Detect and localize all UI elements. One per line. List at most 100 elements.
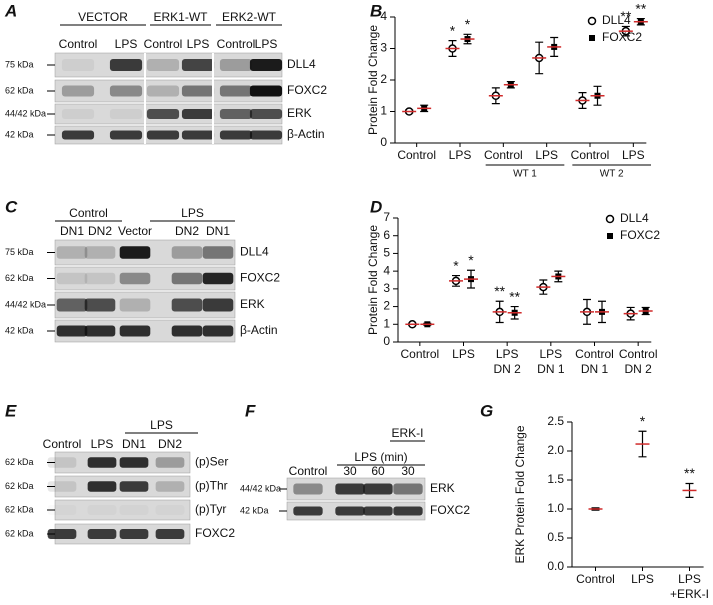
blot-band	[363, 506, 393, 516]
blot-band	[146, 85, 180, 97]
blot-band	[156, 505, 185, 515]
kda-label: 44/42 kDa	[240, 483, 281, 493]
significance: *	[468, 252, 474, 268]
group-label: WT 1	[513, 169, 537, 180]
blot-header: LPS	[150, 418, 173, 432]
blot-band	[56, 298, 88, 312]
y-axis-label: ERK Protein Fold Change	[513, 425, 527, 563]
protein-label: DLL4	[240, 245, 269, 259]
legend-label: FOXC2	[620, 228, 660, 242]
y-tick-label: 2	[383, 299, 390, 313]
blot-band	[146, 130, 180, 140]
blot-band	[249, 130, 283, 140]
x-tick-label: LPS	[452, 347, 475, 361]
legend-marker	[589, 35, 595, 41]
blot-band	[87, 529, 117, 539]
blot-band	[119, 481, 149, 492]
lane-label: DN2	[88, 224, 112, 238]
y-tick-label: 2	[380, 72, 387, 86]
blot-band	[335, 483, 365, 495]
blot-band	[219, 130, 253, 140]
kda-label: 42 kDa	[5, 325, 34, 335]
kda-label: 42 kDa	[240, 505, 269, 515]
protein-label: FOXC2	[240, 271, 280, 285]
blot-band	[155, 481, 185, 492]
x-sublabel: +ERK-I	[670, 587, 709, 601]
lane-label: DN1	[206, 224, 230, 238]
x-tick-label: LPS	[622, 148, 645, 162]
x-sublabel: DN 1	[537, 362, 565, 376]
y-tick-label: 3	[383, 281, 390, 295]
panel-letter: G	[480, 401, 493, 420]
protein-label: FOXC2	[430, 503, 470, 517]
blot-band	[219, 85, 253, 97]
x-tick-label: Control	[484, 148, 523, 162]
significance: *	[450, 22, 456, 38]
blot-band	[293, 506, 323, 516]
blot-band	[293, 483, 323, 495]
y-axis-label: Protein Fold Change	[366, 225, 380, 335]
blot-band	[84, 246, 116, 259]
blot-band	[219, 109, 253, 119]
blot-band	[119, 457, 149, 468]
panel-letter: C	[5, 197, 18, 216]
protein-label: β-Actin	[287, 127, 325, 141]
y-tick-label: 0.0	[547, 559, 564, 573]
blot-band	[181, 109, 215, 119]
y-tick-label: 1.0	[547, 501, 564, 515]
blot-strip	[54, 52, 283, 78]
lane-label: Vector	[118, 224, 152, 238]
protein-label: FOXC2	[195, 526, 235, 540]
blot-band	[119, 246, 151, 259]
panel-letter: F	[245, 401, 256, 420]
significance: **	[620, 8, 631, 24]
blot-band	[155, 457, 185, 468]
protein-label: FOXC2	[287, 83, 327, 97]
blot-band	[335, 506, 365, 516]
blot-band	[119, 298, 151, 312]
y-tick-label: 0	[380, 135, 387, 149]
y-tick-label: 1.5	[547, 472, 564, 486]
blot-band	[47, 481, 77, 492]
x-tick-label: Control	[576, 572, 615, 586]
x-tick-label: Control	[571, 148, 610, 162]
blot-band	[171, 246, 203, 259]
blot-band	[120, 505, 149, 515]
significance: **	[635, 0, 646, 16]
x-tick-label: LPS	[678, 572, 701, 586]
lane-label: LPS	[91, 437, 114, 451]
kda-label: 62 kDa	[5, 481, 34, 491]
lane-label: LPS	[255, 37, 278, 51]
blot-band	[171, 298, 203, 312]
significance: **	[684, 465, 695, 481]
kda-label: 42 kDa	[5, 129, 34, 139]
blot-band	[61, 130, 95, 140]
legend-marker	[607, 233, 613, 239]
blot-band	[249, 109, 283, 119]
y-tick-label: 7	[383, 210, 390, 224]
blot-header: LPS	[181, 206, 204, 220]
blot-band	[202, 246, 234, 259]
lane-label: Control	[144, 37, 183, 51]
lane-label: 60	[371, 464, 385, 478]
blot-band	[363, 483, 393, 495]
protein-label: β-Actin	[240, 323, 278, 337]
blot-band	[146, 59, 180, 71]
blot-band	[88, 505, 117, 515]
blot-band	[171, 272, 203, 285]
y-tick-label: 0.5	[547, 530, 564, 544]
x-tick-label: LPS	[539, 347, 562, 361]
blot-band	[249, 85, 283, 97]
lane-label: 30	[401, 464, 415, 478]
blot-band	[84, 272, 116, 285]
y-tick-label: 0	[383, 334, 390, 348]
kda-label: 62 kDa	[5, 528, 34, 538]
blot-header: VECTOR	[78, 10, 128, 24]
x-tick-label: LPS	[496, 347, 519, 361]
legend-label: DLL4	[620, 211, 649, 225]
blot-band	[109, 130, 143, 140]
blot-band	[56, 272, 88, 285]
blot-band	[109, 85, 143, 97]
group-label: WT 2	[600, 169, 624, 180]
